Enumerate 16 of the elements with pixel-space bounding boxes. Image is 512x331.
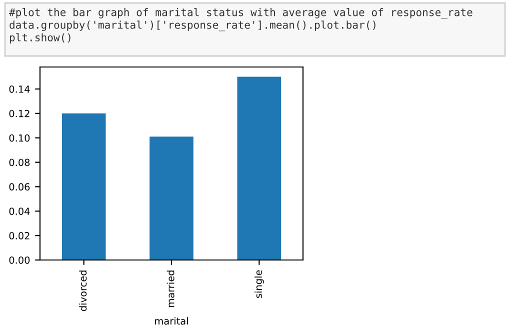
y-tick-label: 0.02 (9, 232, 30, 240)
x-tick-label: married (166, 270, 174, 307)
y-tick-label: 0.12 (9, 110, 30, 118)
bar (150, 136, 194, 260)
y-tick-label: 0.06 (9, 183, 30, 191)
y-tick-label: 0.08 (9, 158, 30, 166)
y-tick-label: 0.00 (9, 256, 30, 264)
y-tick-label: 0.10 (9, 134, 30, 142)
bar (237, 76, 282, 260)
x-axis-title: marital (155, 317, 188, 325)
bar (62, 113, 106, 260)
x-tick-label: single (254, 270, 264, 298)
y-tick-label: 0.04 (9, 208, 30, 215)
y-tick-label: 0.14 (9, 85, 30, 93)
text: #plot the bar graph of marital status with average value of response_rate data.groupby('marital')['response_rate'].mean().plot.bar() plt.show() (9, 8, 472, 44)
x-tick-label: divorced (79, 270, 87, 312)
